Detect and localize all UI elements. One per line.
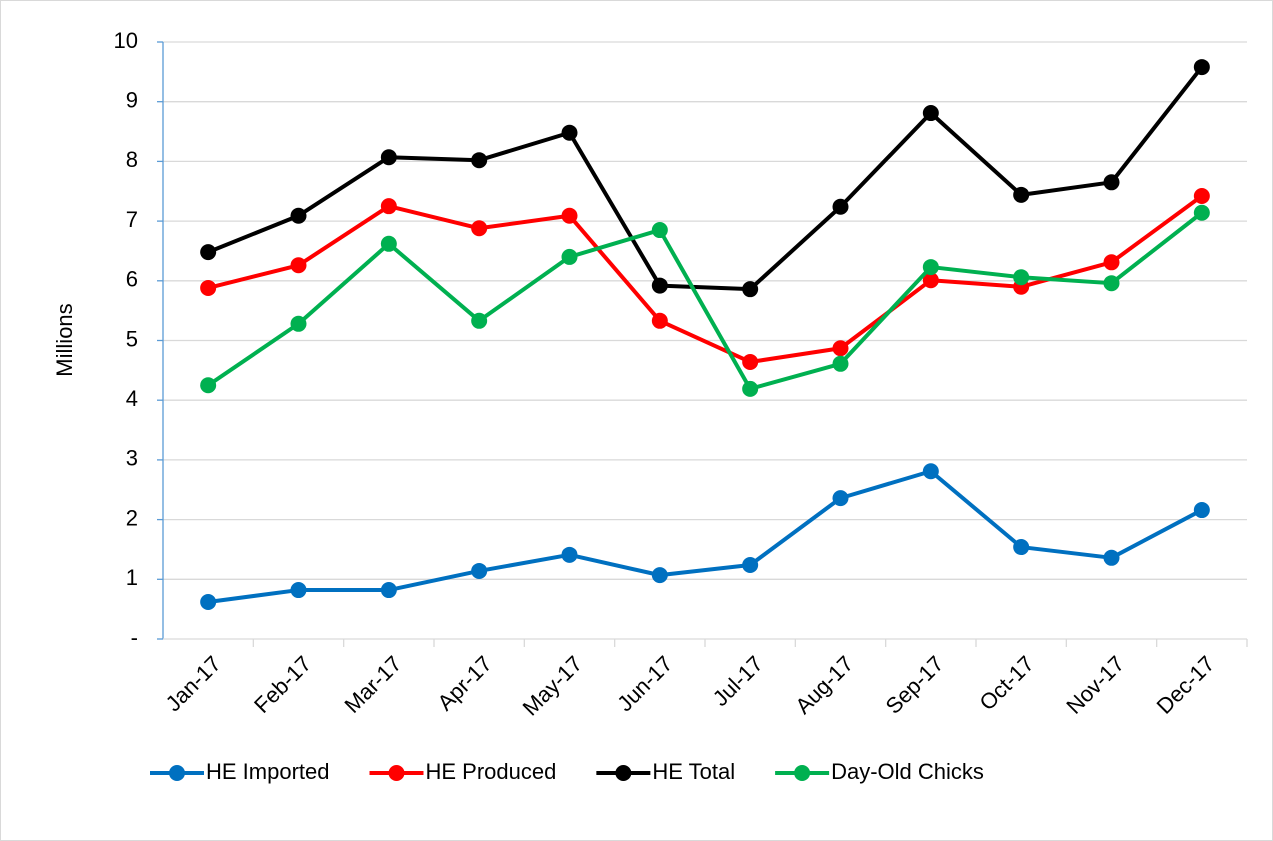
point <box>922 272 939 289</box>
point <box>561 207 578 224</box>
point <box>832 198 849 215</box>
point <box>742 281 759 298</box>
point <box>561 248 578 265</box>
y-tick-label: 4 <box>126 386 138 411</box>
point <box>200 377 217 394</box>
point <box>200 593 217 610</box>
point <box>1193 59 1210 76</box>
point <box>651 222 668 239</box>
y-tick-label: 2 <box>126 505 138 530</box>
point <box>742 380 759 397</box>
point <box>471 562 488 579</box>
point <box>380 149 397 166</box>
y-tick-label: 1 <box>126 565 138 590</box>
y-tick-label: 3 <box>126 446 138 471</box>
point <box>380 582 397 599</box>
point <box>561 124 578 141</box>
y-tick-label: 10 <box>114 28 138 53</box>
point <box>1103 174 1120 191</box>
point <box>380 235 397 252</box>
point <box>200 244 217 261</box>
point <box>1103 254 1120 271</box>
point <box>1193 188 1210 205</box>
point <box>1193 204 1210 221</box>
y-axis-label: Millions <box>52 303 77 376</box>
point <box>651 277 668 294</box>
y-tick-label: 7 <box>126 207 138 232</box>
legend-marker <box>169 765 185 781</box>
point <box>651 567 668 584</box>
legend-label: Day-Old Chicks <box>831 759 984 784</box>
point <box>1193 502 1210 519</box>
point <box>561 546 578 563</box>
point <box>471 220 488 237</box>
y-tick-label: 6 <box>126 267 138 292</box>
point <box>290 257 307 274</box>
y-tick-label: 5 <box>126 326 138 351</box>
point <box>651 312 668 329</box>
point <box>832 490 849 507</box>
legend-marker <box>615 765 632 781</box>
point <box>832 355 849 372</box>
y-tick-label: 8 <box>126 147 138 172</box>
point <box>290 207 307 224</box>
point <box>922 259 939 276</box>
legend-marker <box>794 765 811 781</box>
point <box>290 315 307 332</box>
point <box>380 198 397 215</box>
point <box>1013 269 1030 286</box>
point <box>922 105 939 122</box>
point <box>200 279 217 296</box>
point <box>1103 275 1120 292</box>
point <box>922 463 939 480</box>
point <box>1013 186 1030 203</box>
series-line <box>207 65 1204 292</box>
point <box>471 152 488 169</box>
point <box>742 556 759 573</box>
y-tick-label: - <box>131 625 138 650</box>
legend-label: HE Imported <box>206 759 330 784</box>
point <box>290 582 307 599</box>
y-tick-label: 9 <box>126 88 138 113</box>
point <box>742 353 759 370</box>
point <box>1103 549 1120 566</box>
point <box>1013 539 1030 556</box>
legend-label: HE Produced <box>426 759 557 784</box>
point <box>471 312 488 329</box>
series-line <box>207 211 1204 391</box>
legend-marker <box>388 765 405 781</box>
series-line <box>207 194 1204 364</box>
series-line <box>207 469 1203 604</box>
legend-label: HE Total <box>652 759 735 784</box>
point <box>832 340 849 357</box>
